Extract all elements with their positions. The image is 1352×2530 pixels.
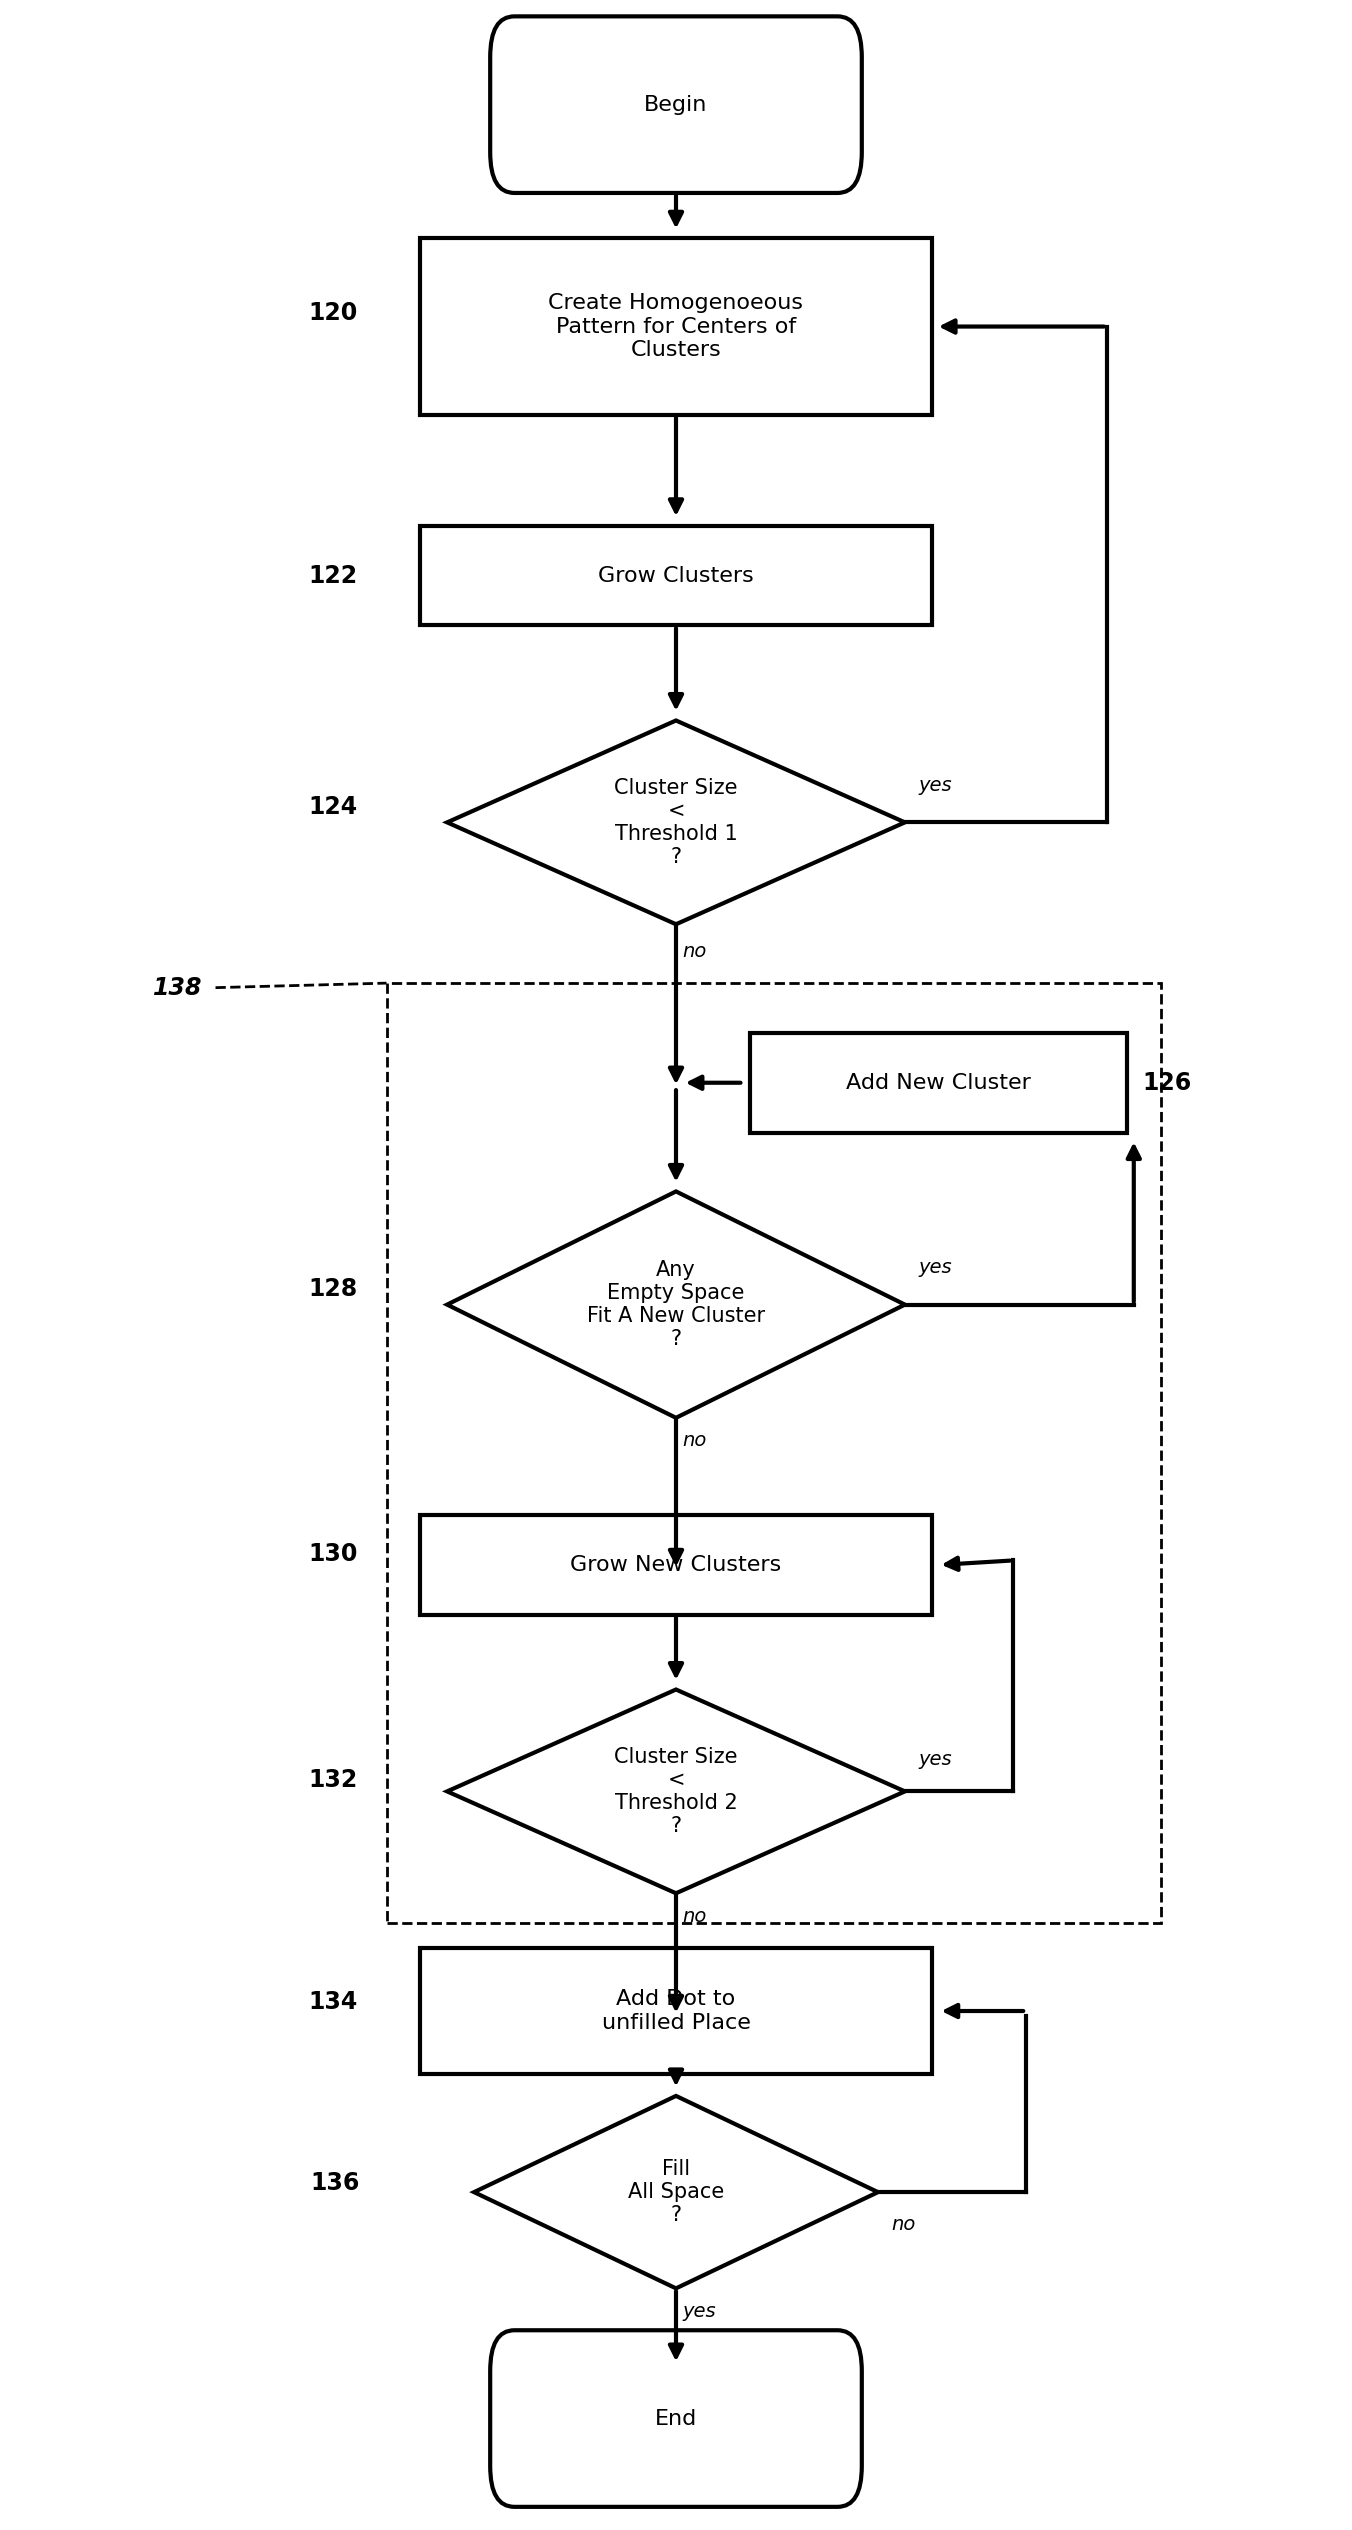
Text: 134: 134 [308,1991,357,2014]
Bar [420,238,932,415]
Text: no: no [683,941,707,961]
Text: Add Dot to
unfilled Place: Add Dot to unfilled Place [602,1989,750,2032]
Text: 128: 128 [308,1278,357,1300]
Text: Any
Empty Space
Fit A New Cluster
?: Any Empty Space Fit A New Cluster ? [587,1260,765,1348]
Text: Add New Cluster: Add New Cluster [846,1073,1032,1093]
Text: Create Homogenoeous
Pattern for Centers of
Clusters: Create Homogenoeous Pattern for Centers … [549,293,803,359]
Bar [420,1515,932,1614]
Bar [387,984,1161,1923]
Polygon shape [448,721,904,923]
Text: 126: 126 [1142,1070,1192,1095]
Text: yes: yes [918,777,952,794]
Text: yes: yes [683,2302,717,2320]
Text: Fill
All Space
?: Fill All Space ? [627,2158,725,2226]
Text: 132: 132 [308,1768,357,1791]
Polygon shape [448,1690,904,1892]
Text: 120: 120 [308,301,357,324]
FancyBboxPatch shape [491,2330,861,2507]
Text: Cluster Size
<
Threshold 2
?: Cluster Size < Threshold 2 ? [614,1746,738,1837]
Bar [420,1948,932,2075]
Text: no: no [683,1908,707,1925]
Text: Cluster Size
<
Threshold 1
?: Cluster Size < Threshold 1 ? [614,777,738,868]
Text: 122: 122 [308,564,357,587]
Text: no: no [683,1432,707,1450]
Bar [750,1032,1128,1133]
Polygon shape [475,2095,877,2287]
Text: no: no [891,2214,915,2234]
Text: Grow New Clusters: Grow New Clusters [571,1556,781,1576]
Text: End: End [654,2409,698,2429]
Text: 136: 136 [311,2171,360,2196]
Text: 138: 138 [153,977,203,999]
Text: Grow Clusters: Grow Clusters [598,567,754,584]
Polygon shape [448,1192,904,1417]
Text: yes: yes [918,1751,952,1768]
Bar [420,526,932,625]
Text: yes: yes [918,1257,952,1278]
Text: 124: 124 [308,794,357,820]
Text: 130: 130 [308,1541,357,1566]
Text: Begin: Begin [645,94,707,114]
FancyBboxPatch shape [491,15,861,192]
